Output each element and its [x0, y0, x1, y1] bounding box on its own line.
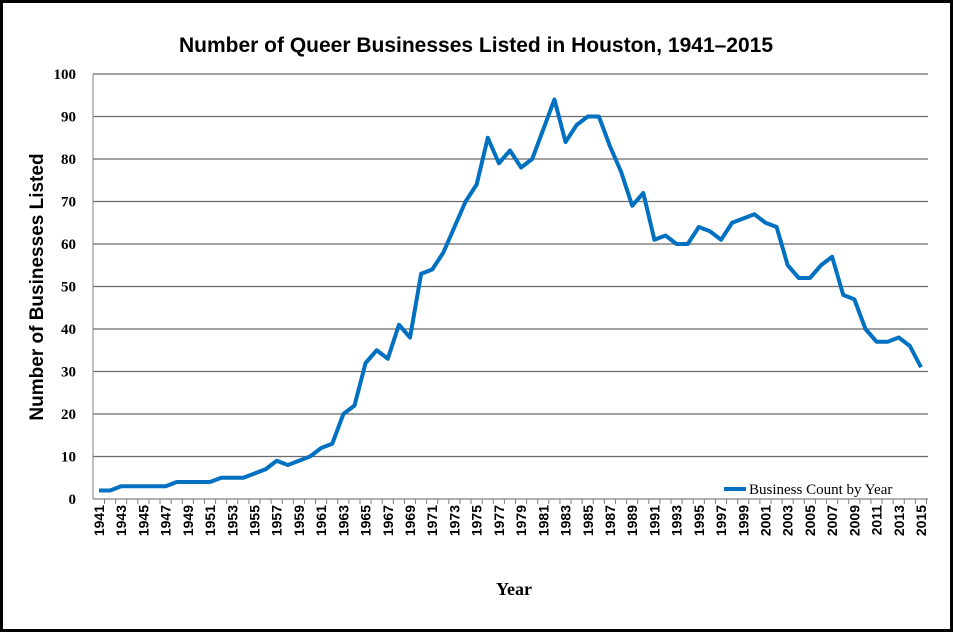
x-tick-label: 2007: [824, 505, 840, 536]
x-tick-label: 1985: [580, 505, 596, 536]
legend-label: Business Count by Year: [749, 482, 892, 498]
x-tick-label: 1947: [158, 505, 174, 536]
y-tick-label: 80: [61, 152, 76, 168]
x-tick-label: 2011: [869, 505, 885, 536]
y-tick-label: 50: [61, 280, 76, 296]
x-tick-label: 1999: [735, 505, 751, 536]
x-tick-label: 1971: [424, 505, 440, 536]
x-tick-label: 1989: [624, 505, 640, 536]
x-tick-label: 1953: [224, 505, 240, 536]
x-tick-label: 1997: [713, 505, 729, 536]
x-tick-label: 1941: [91, 505, 107, 536]
x-tick-label: 1943: [113, 505, 129, 536]
x-tick-label: 2005: [802, 505, 818, 536]
y-tick-label: 10: [61, 450, 76, 466]
x-tick-label: 1967: [380, 505, 396, 536]
x-tick-label: 1955: [247, 505, 263, 536]
x-tick-label: 2015: [913, 505, 929, 536]
y-tick-label: 0: [69, 492, 77, 508]
x-tick-label: 1949: [180, 505, 196, 536]
x-tick-label: 1977: [491, 505, 507, 536]
x-tick-label: 1975: [469, 505, 485, 536]
x-tick-label: 1983: [558, 505, 574, 536]
chart-title: Number of Queer Businesses Listed in Hou…: [179, 34, 773, 57]
x-tick-label: 1969: [402, 505, 418, 536]
x-tick-label: 1951: [202, 505, 218, 536]
legend: Business Count by Year: [724, 482, 892, 498]
x-axis-label: Year: [496, 579, 532, 599]
x-tick-label: 1987: [602, 505, 618, 536]
x-tick-label: 1981: [535, 505, 551, 536]
x-tick-label: 1979: [513, 505, 529, 536]
x-tick-label: 1963: [335, 505, 351, 536]
x-tick-label: 1957: [269, 505, 285, 536]
x-tick-label: 1965: [358, 505, 374, 536]
x-tick-label: 1995: [691, 505, 707, 536]
x-tick-label: 2009: [846, 505, 862, 536]
series-line: [99, 97, 923, 493]
x-tick-label: 1959: [291, 505, 307, 536]
x-tick-label: 2003: [780, 505, 796, 536]
y-tick-label: 100: [54, 67, 77, 83]
y-axis-label: Number of Businesses Listed: [27, 153, 48, 420]
y-tick-label: 60: [61, 237, 76, 253]
y-tick-label: 20: [61, 407, 76, 423]
y-tick-label: 30: [61, 365, 76, 381]
x-tick-label: 1961: [313, 505, 329, 536]
x-tick-label: 2001: [757, 505, 773, 536]
y-tick-label: 40: [61, 322, 76, 338]
x-tick-label: 1993: [669, 505, 685, 536]
x-tick-label: 1945: [135, 505, 151, 536]
x-tick-label: 2013: [891, 505, 907, 536]
y-tick-label: 90: [61, 110, 76, 126]
x-tick-label: 1973: [446, 505, 462, 536]
y-tick-label: 70: [61, 195, 76, 211]
x-tick-label: 1991: [646, 505, 662, 536]
